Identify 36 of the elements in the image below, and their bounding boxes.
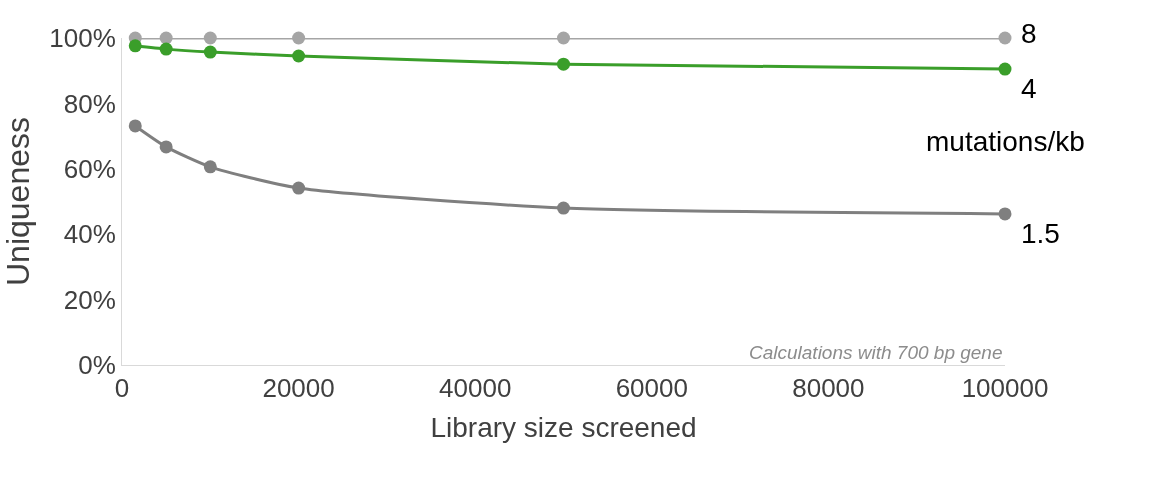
y-tick-label: 40%	[63, 219, 116, 250]
y-tick-label: 60%	[63, 153, 116, 184]
point	[128, 119, 142, 133]
y-tick-label: 0%	[78, 350, 116, 381]
point	[203, 31, 217, 45]
y-tick-label: 100%	[49, 23, 116, 54]
point	[159, 42, 173, 56]
x-axis-title: Library size screened	[430, 412, 697, 444]
point	[203, 160, 217, 174]
point	[128, 39, 142, 53]
point	[292, 31, 306, 45]
y-tick-label: 20%	[63, 284, 116, 315]
y-tick-label: 80%	[63, 88, 116, 119]
series-label: 4	[1021, 73, 1037, 104]
x-tick-label: 100000	[961, 373, 1049, 404]
point	[557, 201, 570, 215]
point	[557, 31, 570, 45]
legend-title: mutations/kb	[926, 126, 1085, 157]
point	[159, 31, 173, 45]
x-tick-label: 0	[114, 373, 130, 404]
y-axis-title: Uniqueness	[0, 117, 36, 286]
x-tick-label: 60000	[615, 373, 688, 404]
point	[557, 57, 570, 71]
x-tick-label: 20000	[262, 373, 335, 404]
annotation: Calculations with 700 bp gene	[749, 342, 1003, 363]
series-label: 1.5	[1021, 218, 1060, 249]
series-label: 8	[1021, 18, 1037, 49]
point	[292, 49, 306, 63]
point	[203, 45, 217, 59]
point	[998, 31, 1012, 45]
x-tick-label: 80000	[792, 373, 865, 404]
point	[292, 181, 306, 195]
point	[998, 62, 1012, 76]
point	[998, 207, 1012, 221]
x-tick-label: 40000	[439, 373, 512, 404]
point	[159, 140, 173, 154]
